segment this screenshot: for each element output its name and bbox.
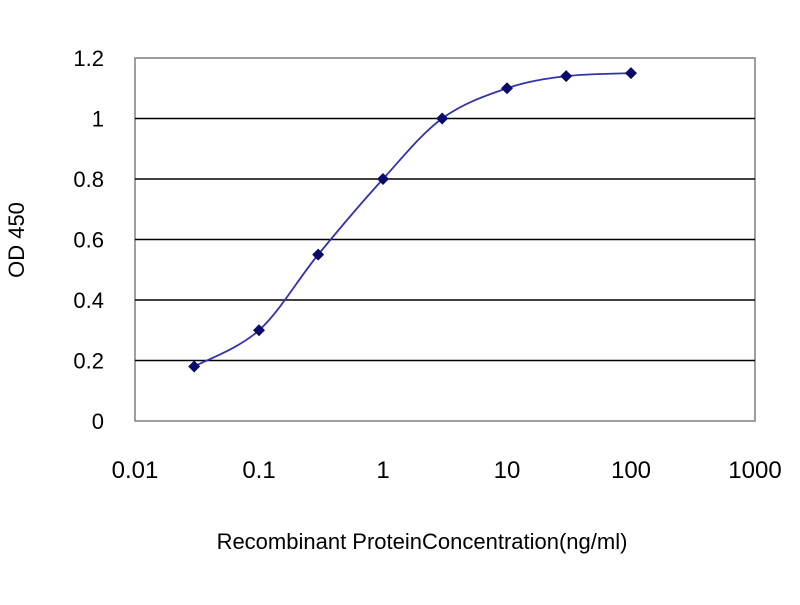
- y-tick-label: 0.6: [73, 228, 104, 253]
- series-line: [193, 72, 632, 368]
- y-tick-label: 0.2: [73, 349, 104, 374]
- x-tick-label: 100: [611, 457, 651, 484]
- x-tick-label: 0.01: [112, 457, 159, 484]
- data-point: [436, 112, 449, 125]
- y-tick-label: 0.4: [73, 288, 104, 313]
- data-point: [377, 173, 389, 185]
- data-point: [188, 360, 201, 373]
- x-tick-label: 10: [494, 457, 521, 484]
- y-axis-ticks: 0 0.2 0.4 0.6 0.8 1 1.2: [73, 46, 104, 434]
- x-tick-label: 1000: [728, 457, 781, 484]
- series: [188, 67, 637, 373]
- y-axis-title: OD 450: [4, 202, 29, 278]
- data-point: [312, 248, 325, 261]
- y-tick-label: 1.2: [73, 46, 104, 71]
- x-axis-title: Recombinant ProteinConcentration(ng/ml): [217, 529, 628, 554]
- x-tick-label: 1: [376, 457, 389, 484]
- y-tick-label: 1: [92, 107, 104, 132]
- x-axis-ticks: 0.01 0.1 1 10 100 1000: [112, 457, 782, 484]
- data-point: [253, 324, 265, 337]
- y-tick-label: 0: [92, 409, 104, 434]
- data-point: [501, 82, 513, 95]
- y-tick-label: 0.8: [73, 167, 104, 192]
- x-tick-label: 0.1: [242, 457, 275, 484]
- data-point: [560, 70, 573, 83]
- data-point: [625, 67, 637, 80]
